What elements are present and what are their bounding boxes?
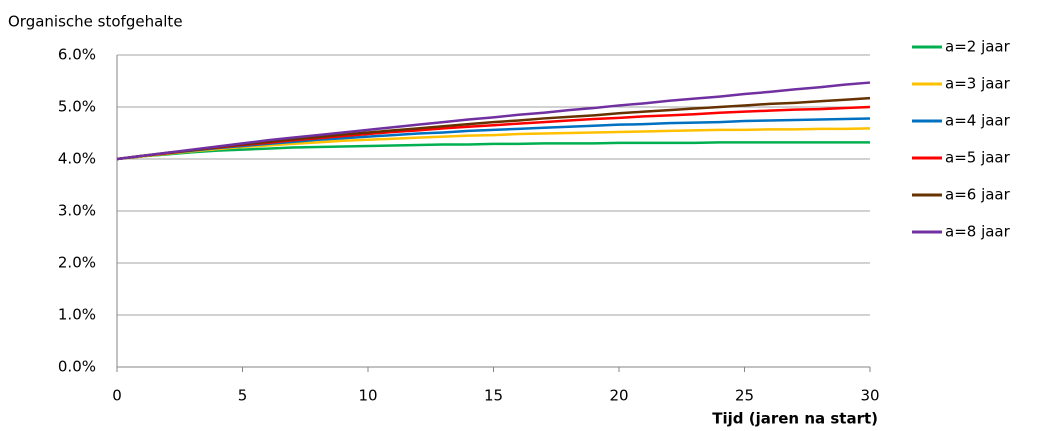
x-tick-label: 0: [112, 387, 122, 405]
y-tick-label: 6.0%: [58, 46, 96, 64]
y-tick-label: 2.0%: [58, 254, 96, 272]
legend-label: a=4 jaar: [945, 112, 1011, 130]
x-tick-label: 5: [238, 387, 248, 405]
legend-label: a=8 jaar: [945, 223, 1011, 241]
legend-label: a=2 jaar: [945, 38, 1011, 56]
x-tick-label: 20: [609, 387, 628, 405]
y-tick-label: 4.0%: [58, 150, 96, 168]
y-tick-label: 1.0%: [58, 306, 96, 324]
series-line: [116, 81, 871, 161]
x-tick-label: 30: [860, 387, 879, 405]
legend-label: a=5 jaar: [945, 149, 1011, 167]
y-tick-label: 0.0%: [58, 358, 96, 376]
x-tick-label: 15: [484, 387, 503, 405]
legend-label: a=6 jaar: [945, 186, 1011, 204]
y-axis-title: Organische stofgehalte: [8, 13, 183, 31]
legend-label: a=3 jaar: [945, 75, 1011, 93]
x-axis-title: Tijd (jaren na start): [712, 410, 878, 428]
y-tick-label: 3.0%: [58, 202, 96, 220]
x-tick-label: 25: [735, 387, 754, 405]
y-tick-label: 5.0%: [58, 98, 96, 116]
series-line: [116, 141, 870, 161]
x-tick-label: 10: [358, 387, 377, 405]
